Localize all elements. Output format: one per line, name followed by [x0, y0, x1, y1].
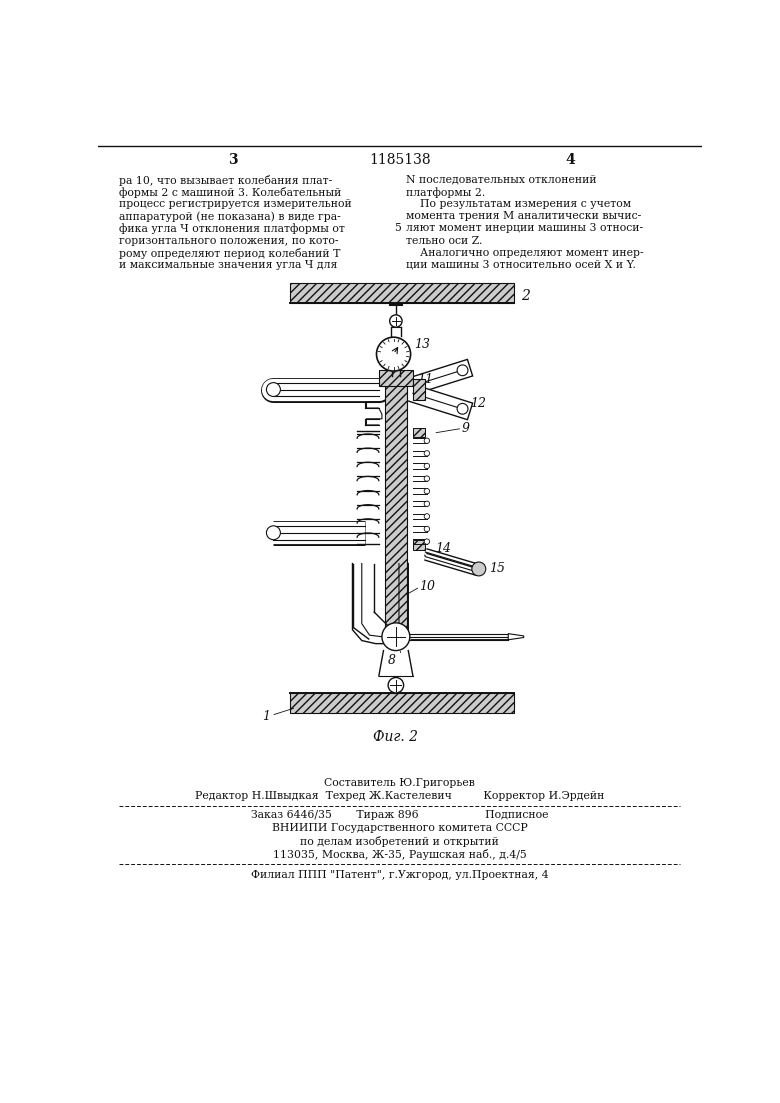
- Text: 11: 11: [417, 373, 434, 386]
- Text: 1: 1: [263, 709, 271, 722]
- Text: ляют момент инерции машины 3 относи-: ляют момент инерции машины 3 относи-: [406, 224, 643, 234]
- Text: аппаратурой (не показана) в виде гра-: аппаратурой (не показана) в виде гра-: [119, 211, 341, 222]
- Text: Аналогично определяют момент инер-: Аналогично определяют момент инер-: [406, 248, 644, 258]
- Circle shape: [382, 623, 410, 651]
- Circle shape: [424, 501, 430, 506]
- Text: 1185138: 1185138: [369, 153, 431, 167]
- Circle shape: [390, 314, 402, 328]
- Circle shape: [267, 383, 280, 396]
- Bar: [413, 378, 425, 400]
- Circle shape: [457, 404, 468, 415]
- Text: формы 2 с машиной 3. Колебательный: формы 2 с машиной 3. Колебательный: [119, 186, 342, 197]
- Text: Филиал ППП "Патент", г.Ужгород, ул.Проектная, 4: Филиал ППП "Патент", г.Ужгород, ул.Проек…: [251, 870, 548, 880]
- Circle shape: [424, 526, 430, 532]
- Text: 10: 10: [419, 580, 435, 593]
- Text: 5: 5: [394, 224, 401, 234]
- Circle shape: [267, 526, 280, 539]
- Text: 4: 4: [566, 153, 575, 167]
- Text: Заказ 6446/35       Тираж 896                   Подписное: Заказ 6446/35 Тираж 896 Подписное: [251, 810, 548, 820]
- Text: 12: 12: [470, 397, 486, 410]
- Text: N последовательных отклонений: N последовательных отклонений: [406, 174, 597, 184]
- Text: Редактор Н.Швыдкая  Техред Ж.Кастелевич         Корректор И.Эрдейн: Редактор Н.Швыдкая Техред Ж.Кастелевич К…: [195, 791, 604, 801]
- Bar: [379, 370, 413, 386]
- Circle shape: [472, 563, 486, 576]
- Polygon shape: [509, 633, 523, 640]
- Text: По результатам измерения с учетом: По результатам измерения с учетом: [406, 199, 631, 210]
- Circle shape: [377, 338, 410, 371]
- Bar: [413, 428, 425, 437]
- Text: рому определяют период колебаний Т: рому определяют период колебаний Т: [119, 248, 341, 259]
- Text: по делам изобретений и открытий: по делам изобретений и открытий: [300, 836, 499, 847]
- Text: 15: 15: [489, 563, 505, 576]
- Text: 13: 13: [414, 339, 431, 352]
- Circle shape: [424, 463, 430, 469]
- Circle shape: [424, 539, 430, 544]
- Circle shape: [424, 514, 430, 520]
- Bar: [385, 371, 406, 639]
- Text: тельно оси Z.: тельно оси Z.: [406, 236, 482, 246]
- Text: 14: 14: [434, 542, 451, 555]
- Text: момента трения М аналитически вычис-: момента трения М аналитически вычис-: [406, 211, 641, 222]
- Text: ра 10, что вызывает колебания плат-: ра 10, что вызывает колебания плат-: [119, 174, 332, 185]
- Circle shape: [424, 475, 430, 481]
- Text: Составитель Ю.Григорьев: Составитель Ю.Григорьев: [324, 778, 475, 788]
- Bar: [289, 283, 515, 303]
- Circle shape: [424, 451, 430, 456]
- Text: процесс регистрируется измерительной: процесс регистрируется измерительной: [119, 199, 352, 210]
- Bar: [413, 540, 425, 549]
- Text: 8: 8: [388, 654, 396, 666]
- Text: и максимальные значения угла Ч для: и максимальные значения угла Ч для: [119, 260, 338, 270]
- Text: фика угла Ч отклонения платформы от: фика угла Ч отклонения платформы от: [119, 224, 345, 234]
- Circle shape: [457, 365, 468, 376]
- Text: Фиг. 2: Фиг. 2: [374, 730, 418, 743]
- Text: ции машины 3 относительно осей X и Y.: ции машины 3 относительно осей X и Y.: [406, 260, 636, 270]
- Text: ВНИИПИ Государственного комитета СССР: ВНИИПИ Государственного комитета СССР: [272, 823, 527, 833]
- Bar: [289, 693, 515, 713]
- Text: платформы 2.: платформы 2.: [406, 186, 485, 197]
- Circle shape: [388, 677, 403, 693]
- Circle shape: [424, 489, 430, 494]
- Text: 2: 2: [521, 289, 530, 302]
- Text: 113035, Москва, Ж-35, Раушская наб., д.4/5: 113035, Москва, Ж-35, Раушская наб., д.4…: [273, 849, 526, 860]
- Text: горизонтального положения, по кото-: горизонтального положения, по кото-: [119, 236, 339, 246]
- Circle shape: [424, 438, 430, 443]
- Text: 3: 3: [229, 153, 238, 167]
- Text: 9: 9: [462, 422, 470, 436]
